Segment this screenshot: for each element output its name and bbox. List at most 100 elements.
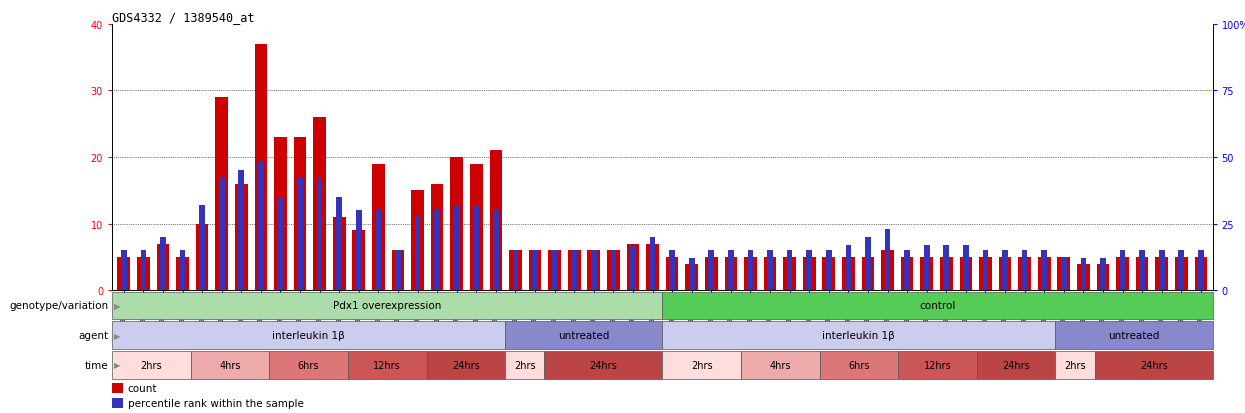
Bar [666, 258, 679, 291]
Bar [548, 251, 561, 291]
Bar [979, 258, 992, 291]
Bar [1022, 251, 1027, 291]
Bar [141, 251, 146, 291]
Bar [117, 258, 131, 291]
Bar [982, 251, 989, 291]
Text: percentile rank within the sample: percentile rank within the sample [128, 398, 304, 408]
Bar [767, 251, 773, 291]
Bar [314, 118, 326, 291]
Bar [901, 258, 914, 291]
Bar [630, 246, 636, 291]
Bar [705, 258, 717, 291]
Bar [1155, 258, 1168, 291]
Bar [1081, 259, 1086, 291]
Text: 2hrs: 2hrs [514, 360, 535, 370]
Bar [708, 251, 715, 291]
Bar [998, 258, 1011, 291]
Bar [960, 258, 972, 291]
Bar [904, 251, 910, 291]
Text: 2hrs: 2hrs [141, 360, 162, 370]
Bar [1119, 251, 1125, 291]
Bar [591, 251, 596, 291]
Bar [819, 351, 898, 379]
Text: ▶: ▶ [113, 301, 121, 310]
Bar [215, 98, 228, 291]
Bar [347, 351, 427, 379]
Bar [747, 251, 753, 291]
Bar [1117, 258, 1129, 291]
Bar [509, 251, 522, 291]
Bar [1038, 258, 1051, 291]
Bar [411, 191, 423, 291]
Bar [626, 244, 640, 291]
Bar [112, 383, 122, 393]
Bar [862, 258, 874, 291]
Bar [1135, 258, 1148, 291]
Bar [964, 246, 969, 291]
Bar [529, 251, 542, 291]
Bar [179, 251, 186, 291]
Text: count: count [128, 383, 157, 393]
Bar [662, 322, 1056, 349]
Bar [885, 230, 890, 291]
Bar [1194, 258, 1208, 291]
Bar [372, 164, 385, 291]
Bar [568, 251, 580, 291]
Text: 24hrs: 24hrs [589, 360, 618, 370]
Bar [376, 211, 381, 291]
Text: control: control [919, 301, 956, 311]
Bar [532, 251, 538, 291]
Text: Pdx1 overexpression: Pdx1 overexpression [332, 301, 442, 311]
Bar [435, 211, 439, 291]
Text: 2hrs: 2hrs [1064, 360, 1086, 370]
Bar [112, 351, 190, 379]
Bar [298, 179, 303, 291]
Bar [944, 246, 949, 291]
Bar [646, 244, 659, 291]
Text: time: time [85, 360, 108, 370]
Bar [112, 292, 662, 319]
Bar [807, 251, 812, 291]
Text: interleukin 1β: interleukin 1β [823, 330, 895, 340]
Bar [451, 158, 463, 291]
Bar [1002, 251, 1008, 291]
Bar [1097, 264, 1109, 291]
Bar [650, 237, 655, 291]
Bar [112, 322, 505, 349]
Bar [195, 224, 208, 291]
Bar [431, 184, 443, 291]
Bar [728, 251, 733, 291]
Bar [332, 218, 346, 291]
Text: untreated: untreated [1108, 330, 1159, 340]
Bar [552, 251, 558, 291]
Bar [588, 251, 600, 291]
Bar [219, 179, 224, 291]
Bar [454, 206, 459, 291]
Bar [239, 171, 244, 291]
Text: GDS4332 / 1389540_at: GDS4332 / 1389540_at [112, 11, 254, 24]
Bar [1056, 322, 1213, 349]
Bar [898, 351, 977, 379]
Bar [505, 322, 662, 349]
Bar [745, 258, 757, 291]
Bar [294, 138, 306, 291]
Bar [865, 237, 870, 291]
Bar [274, 138, 286, 291]
Bar [725, 258, 737, 291]
Bar [316, 179, 322, 291]
Bar [1018, 258, 1031, 291]
Bar [1061, 259, 1067, 291]
Bar [1041, 251, 1047, 291]
Bar [662, 292, 1213, 319]
Bar [415, 216, 421, 291]
Bar [881, 251, 894, 291]
Bar [741, 351, 819, 379]
Bar [254, 45, 268, 291]
Bar [662, 351, 741, 379]
Bar [161, 237, 166, 291]
Text: 24hrs: 24hrs [452, 360, 479, 370]
Text: untreated: untreated [558, 330, 609, 340]
Bar [1094, 351, 1213, 379]
Bar [157, 244, 169, 291]
Bar [336, 198, 342, 291]
